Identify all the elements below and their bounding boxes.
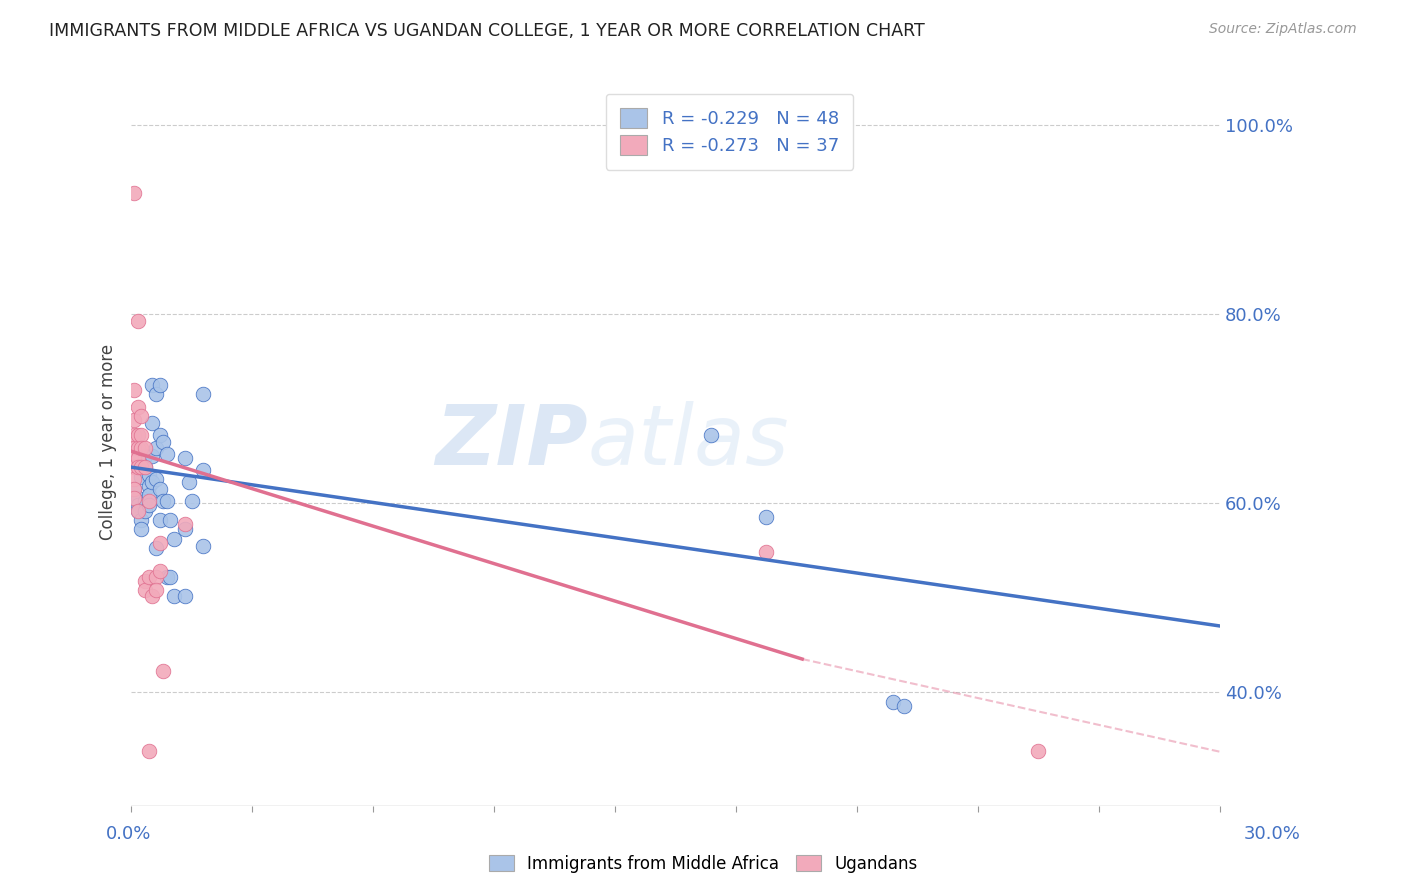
Point (149, 377, 172, 392)
Point (127, 503, 149, 517)
Point (149, 428, 172, 442)
Point (1026, 744, 1049, 758)
Point (122, 428, 145, 442)
Point (131, 428, 153, 442)
Point (152, 434, 174, 449)
Point (131, 523, 153, 537)
Point (156, 570, 179, 584)
Point (177, 475, 200, 490)
Point (122, 383, 145, 397)
Point (145, 472, 167, 486)
Point (122, 441, 145, 455)
Point (127, 314, 149, 328)
Point (122, 460, 145, 475)
Point (131, 513, 153, 527)
Point (127, 441, 149, 455)
Point (141, 449, 163, 463)
Point (145, 541, 167, 556)
Point (138, 494, 160, 508)
Point (141, 475, 163, 490)
Point (138, 498, 160, 512)
Point (122, 450, 145, 465)
Point (138, 479, 160, 493)
Point (127, 503, 149, 517)
Point (152, 665, 174, 679)
Point (122, 472, 145, 486)
Point (156, 447, 179, 461)
Point (145, 387, 167, 401)
Point (755, 510, 778, 524)
Point (174, 589, 197, 603)
Point (163, 532, 186, 546)
Point (131, 469, 153, 483)
Text: 30.0%: 30.0% (1244, 825, 1301, 843)
Point (191, 463, 214, 477)
Point (141, 589, 163, 603)
Point (149, 564, 172, 578)
Point (149, 482, 172, 496)
Point (893, 699, 915, 714)
Point (127, 450, 149, 465)
Point (159, 570, 181, 584)
Point (181, 494, 204, 508)
Point (127, 460, 149, 475)
Point (174, 523, 197, 537)
Point (141, 377, 163, 392)
Point (131, 409, 153, 423)
Point (131, 460, 153, 475)
Point (149, 513, 172, 527)
Point (191, 539, 214, 553)
Legend: R = -0.229   N = 48, R = -0.273   N = 37: R = -0.229 N = 48, R = -0.273 N = 37 (606, 94, 853, 169)
Point (122, 482, 145, 496)
Text: atlas: atlas (588, 401, 790, 482)
Point (700, 428, 723, 442)
Point (882, 695, 904, 709)
Point (149, 535, 172, 549)
Point (138, 744, 160, 758)
Point (755, 545, 778, 559)
Point (134, 460, 156, 475)
Point (138, 488, 160, 502)
Point (141, 416, 163, 430)
Point (156, 494, 179, 508)
Point (134, 449, 156, 463)
Point (127, 400, 149, 414)
Point (134, 503, 156, 517)
Point (134, 441, 156, 455)
Point (127, 491, 149, 506)
Point (159, 513, 181, 527)
Text: 0.0%: 0.0% (105, 825, 150, 843)
Point (174, 450, 197, 465)
Point (163, 589, 186, 603)
Point (127, 498, 149, 512)
Point (131, 441, 153, 455)
Point (122, 413, 145, 427)
Y-axis label: College, 1 year or more: College, 1 year or more (100, 343, 117, 540)
Point (191, 387, 214, 401)
Point (138, 570, 160, 584)
Point (127, 428, 149, 442)
Point (145, 582, 167, 597)
Point (134, 582, 156, 597)
Point (152, 494, 174, 508)
Point (134, 460, 156, 475)
Point (134, 574, 156, 588)
Point (145, 570, 167, 584)
Point (122, 482, 145, 496)
Point (145, 441, 167, 455)
Point (138, 467, 160, 482)
Text: ZIP: ZIP (436, 401, 588, 482)
Point (122, 186, 145, 200)
Legend: Immigrants from Middle Africa, Ugandans: Immigrants from Middle Africa, Ugandans (482, 848, 924, 880)
Text: Source: ZipAtlas.com: Source: ZipAtlas.com (1209, 22, 1357, 37)
Point (122, 491, 145, 506)
Point (134, 494, 156, 508)
Point (174, 516, 197, 531)
Text: IMMIGRANTS FROM MIDDLE AFRICA VS UGANDAN COLLEGE, 1 YEAR OR MORE CORRELATION CHA: IMMIGRANTS FROM MIDDLE AFRICA VS UGANDAN… (49, 22, 925, 40)
